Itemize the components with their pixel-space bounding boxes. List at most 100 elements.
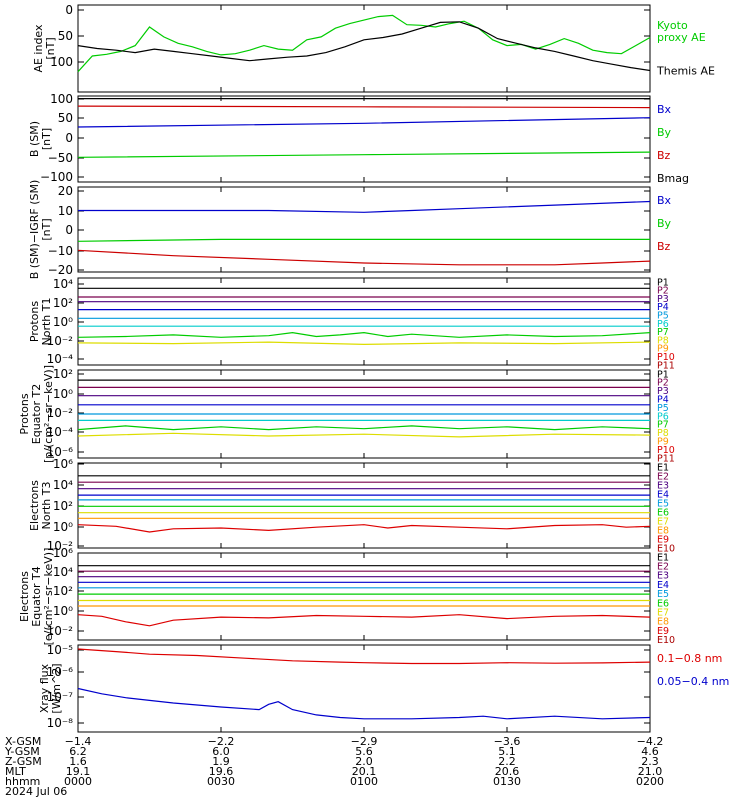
x-tick-label: −3.6 <box>494 735 521 748</box>
legend-label: P2 <box>657 286 669 297</box>
y-tick-label: 100 <box>50 55 73 69</box>
legend-label: P8 <box>657 428 669 439</box>
legend-label: E6 <box>657 598 669 609</box>
y-tick-label: 10⁻⁷ <box>47 690 74 704</box>
y-axis-label: [nT] <box>40 218 53 240</box>
y-tick-label: −20 <box>48 263 73 277</box>
legend-label: E10 <box>657 635 675 646</box>
x-tick-label: 2.2 <box>498 755 516 768</box>
series-line-themis-ae <box>77 21 651 72</box>
legend-label: P4 <box>657 302 669 313</box>
legend-label: P3 <box>657 294 669 305</box>
x-tick-label: −2.9 <box>351 735 378 748</box>
legend-label: E7 <box>657 608 669 619</box>
legend-label: P9 <box>657 344 669 355</box>
y-tick-label: 0 <box>65 131 73 145</box>
y-axis-label: [nT] <box>40 128 53 150</box>
y-tick-label: 10⁰ <box>53 520 73 534</box>
series-line-by <box>77 238 650 242</box>
panel-7: 10⁶ 10⁴ 10² 10⁰ 10⁻² Electrons Equator T4 [e/(c… <box>18 546 675 646</box>
y-tick-label: 10⁻² <box>47 334 74 348</box>
series-line-bx <box>78 200 651 213</box>
y-tick-label: 10⁰ <box>53 387 73 401</box>
y-tick-label: 10⁻⁴ <box>47 425 74 439</box>
y-axis-label: Equator T2 <box>30 384 43 444</box>
legend-label: E6 <box>657 507 669 518</box>
legend-label: P2 <box>657 378 669 389</box>
series-line-bx <box>77 117 651 128</box>
legend-label: E5 <box>657 589 669 600</box>
y-axis-label: [p/(cm²−sr−keV)] <box>42 365 55 463</box>
x-tick-label: 1.6 <box>69 755 87 768</box>
x-tick-label: 21.0 <box>638 765 663 778</box>
legend-label: Bz <box>657 149 671 162</box>
legend-label: P1 <box>657 277 669 288</box>
legend-label: E2 <box>657 471 669 482</box>
legend-label: P1 <box>657 369 669 380</box>
y-axis-label: Equator T4 <box>30 566 43 626</box>
y-tick-label: 10⁻⁴ <box>47 352 74 366</box>
y-tick-label: 10² <box>53 296 73 310</box>
panel-3: 20 10 0 −10 −20 B (SM)−IGRF (SM) [nT] Bx By Bz <box>28 180 672 280</box>
legend-label: 0.05−0.4 nm <box>657 675 729 688</box>
legend-label: P7 <box>657 327 669 338</box>
legend-label: P10 <box>657 445 675 456</box>
y-tick-label: 10⁻² <box>47 539 74 553</box>
legend-label: E9 <box>657 626 669 637</box>
y-axis-label: North T1 <box>40 298 53 346</box>
y-axis-label: Electrons <box>18 571 31 622</box>
y-tick-label: 10⁻² <box>47 406 74 420</box>
x-tick-label: 1.9 <box>212 755 230 768</box>
x-tick-label: 2.0 <box>355 755 373 768</box>
series-line-by <box>77 151 651 158</box>
legend-label: E7 <box>657 516 669 527</box>
panel-5: 10² 10⁰ 10⁻² 10⁻⁴ 10⁻⁶ Protons Equator T2 [p/(c… <box>18 365 675 464</box>
plot-frame <box>77 186 651 273</box>
y-tick-label: 10⁴ <box>53 277 73 291</box>
y-axis-label: Electrons <box>28 480 41 531</box>
panel-4: 10⁴ 10² 10⁰ 10⁻² 10⁻⁴ Protons North T1 P1P2P3P4… <box>28 277 675 371</box>
series-line-e9 <box>77 524 651 533</box>
x-tick-label: 20.1 <box>352 765 377 778</box>
legend-label: P6 <box>657 319 669 330</box>
legend-label: P5 <box>657 311 669 322</box>
plot-frame <box>77 277 651 366</box>
legend-label: 0.1−0.8 nm <box>657 652 722 665</box>
plot-frame <box>77 95 651 183</box>
series-line-p8 <box>77 432 651 438</box>
series-line-kyoto-proxy-ae <box>77 14 651 73</box>
legend-label: P11 <box>657 453 675 464</box>
y-tick-label: 0 <box>65 223 73 237</box>
y-axis-label: [nT] <box>44 37 57 59</box>
y-tick-label: 10⁻² <box>47 624 74 638</box>
legend-label: Kyoto <box>657 19 688 32</box>
y-tick-label: 10⁻⁶ <box>47 445 74 459</box>
y-tick-label: 10² <box>53 499 73 513</box>
legend-label: P7 <box>657 420 669 431</box>
x-tick-label: −4.2 <box>637 735 664 748</box>
series-line-0-1-0-8-nm <box>77 648 651 665</box>
legend-label: Bx <box>657 103 672 116</box>
legend-label: proxy AE <box>657 31 706 44</box>
x-tick-label: 5.6 <box>355 745 373 758</box>
legend-label: E4 <box>657 580 669 591</box>
legend-label: P9 <box>657 437 669 448</box>
x-tick-label: 19.1 <box>66 765 91 778</box>
y-tick-label: 0 <box>65 3 73 17</box>
series-line-0-05-0-4-nm <box>77 687 651 720</box>
y-tick-label: 10⁶ <box>53 546 73 560</box>
y-tick-label: 100 <box>50 92 73 106</box>
x-tick-label: 0030 <box>207 775 235 788</box>
panel-8: 10⁻⁵ 10⁻⁶ 10⁻⁷ 10⁻⁸ Xray flux [W/m^2] 0.1−0.8 … <box>38 643 729 733</box>
legend-label: P11 <box>657 360 675 371</box>
y-tick-label: 10⁴ <box>53 565 73 579</box>
y-axis-label: Xray flux <box>38 663 51 713</box>
y-tick-label: 10⁰ <box>53 315 73 329</box>
legend-label: P4 <box>657 395 669 406</box>
series-line-bz <box>77 249 651 266</box>
legend-label: E10 <box>657 543 675 554</box>
